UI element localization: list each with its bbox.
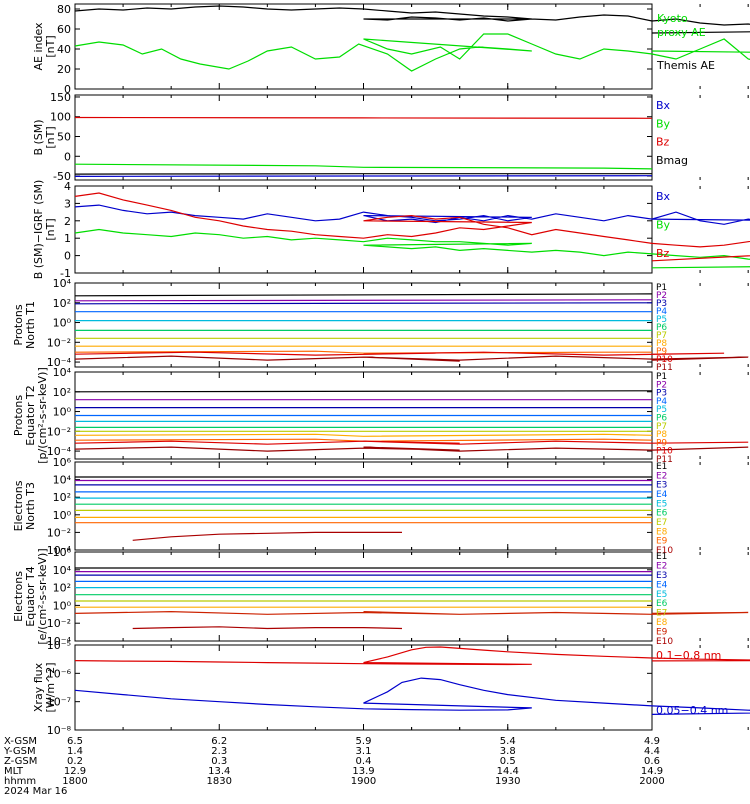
- panel-frame-8: [75, 645, 652, 730]
- y-tick-label: 10²: [53, 297, 71, 310]
- y-tick-label: 10⁴: [53, 564, 72, 577]
- legend-entry-bz: Bz: [656, 136, 670, 149]
- legend-entry-bx: Bx: [656, 190, 671, 203]
- y-axis-unit: [p/(cm²-s-sr-keV)]: [36, 367, 49, 464]
- panel-frame-6: [75, 462, 652, 550]
- y-tick-label: 10⁶: [53, 546, 72, 559]
- y-tick-label: 10⁻⁵: [47, 639, 71, 652]
- y-tick-label: 40: [57, 43, 71, 56]
- legend-entry-0-05-0-4-nm: 0.05−0.4 nm: [656, 704, 728, 717]
- y-axis-label-2: North T1: [24, 301, 37, 349]
- orbit-value: 1830: [207, 776, 232, 787]
- series-line-p11: [75, 356, 748, 361]
- legend-entry-by: By: [656, 219, 671, 232]
- y-tick-label: 10²: [53, 386, 71, 399]
- series-line-by: [75, 164, 652, 169]
- series-line-e10: [133, 627, 402, 629]
- legend-entry-by: By: [656, 117, 671, 130]
- series-line-p8: [75, 434, 652, 436]
- y-tick-label: 10⁶: [53, 456, 72, 469]
- y-tick-label: 60: [57, 23, 71, 36]
- series-line-bz: [75, 118, 652, 119]
- y-tick-label: 10²: [53, 491, 71, 504]
- y-axis-unit: [e/(cm²-s-sr-keV)]: [36, 548, 49, 644]
- y-axis-label-2: North T3: [24, 482, 37, 530]
- series-line-by: [75, 230, 750, 268]
- series-line-e10: [133, 532, 402, 540]
- y-tick-label: 80: [57, 3, 71, 16]
- orbit-date: 2024 Mar 16: [4, 786, 67, 797]
- y-axis-unit: [nT]: [44, 218, 57, 240]
- y-tick-label: 10⁰: [53, 599, 72, 612]
- y-tick-label: 10⁻²: [47, 617, 71, 630]
- series-line-p11: [75, 447, 748, 451]
- y-tick-label: 50: [57, 131, 71, 144]
- y-tick-label: 20: [57, 63, 71, 76]
- y-tick-label: 10⁰: [53, 509, 72, 522]
- legend-themis-ae: Themis AE: [656, 59, 715, 72]
- series-line-p2: [75, 300, 652, 301]
- panel-frame-3: [75, 186, 652, 273]
- orbit-value: 1930: [495, 776, 520, 787]
- series-line-p1: [75, 391, 652, 392]
- y-tick-label: 1: [64, 232, 71, 245]
- y-axis-unit: [nT]: [44, 126, 57, 148]
- y-tick-label: 10⁻²: [47, 425, 71, 438]
- y-tick-label: 10⁻²: [47, 336, 71, 349]
- y-tick-label: 2: [64, 215, 71, 228]
- legend-entry-bz: Bz: [656, 247, 670, 260]
- series-line-p10: [75, 441, 748, 444]
- series-line-0-05-0-4-nm: [75, 678, 750, 714]
- y-tick-label: 10⁴: [53, 474, 72, 487]
- series-line-kyoto-proxy-ae: [75, 34, 750, 71]
- y-tick-label: 3: [64, 197, 71, 210]
- series-line-p1: [75, 294, 652, 296]
- y-tick-label: 10⁴: [53, 366, 72, 379]
- y-tick-label: 4: [64, 180, 71, 193]
- legend-kyoto-line1: Kyoto: [657, 12, 688, 25]
- panel-frame-1: [75, 4, 652, 89]
- y-tick-label: 10⁰: [53, 317, 72, 330]
- series-line-0-1-0-8-nm: [75, 647, 750, 665]
- orbit-value: 2000: [639, 776, 664, 787]
- y-axis-unit: [nT]: [44, 35, 57, 57]
- orbit-value: 1900: [351, 776, 376, 787]
- legend-entry-bx: Bx: [656, 99, 671, 112]
- y-tick-label: 10²: [53, 582, 71, 595]
- series-line-bx: [75, 176, 652, 177]
- y-tick-label: 100: [50, 111, 71, 124]
- series-line-e9: [75, 612, 748, 615]
- legend-kyoto-line2: proxy AE: [657, 26, 706, 39]
- y-axis-unit: [W/m^2]: [44, 662, 57, 712]
- legend-entry-0-1-0-8-nm: 0.1−0.8 nm: [656, 649, 721, 662]
- legend-entry-e10: E10: [656, 637, 673, 647]
- legend-entry-bmag: Bmag: [656, 154, 688, 167]
- y-tick-label: 0: [64, 150, 71, 163]
- y-tick-label: 10⁻²: [47, 526, 71, 539]
- y-tick-label: 10⁴: [53, 277, 72, 290]
- y-tick-label: 10⁰: [53, 406, 72, 419]
- y-tick-label: 0: [64, 250, 71, 263]
- series-line-p3: [75, 303, 652, 304]
- y-tick-label: 150: [50, 91, 71, 104]
